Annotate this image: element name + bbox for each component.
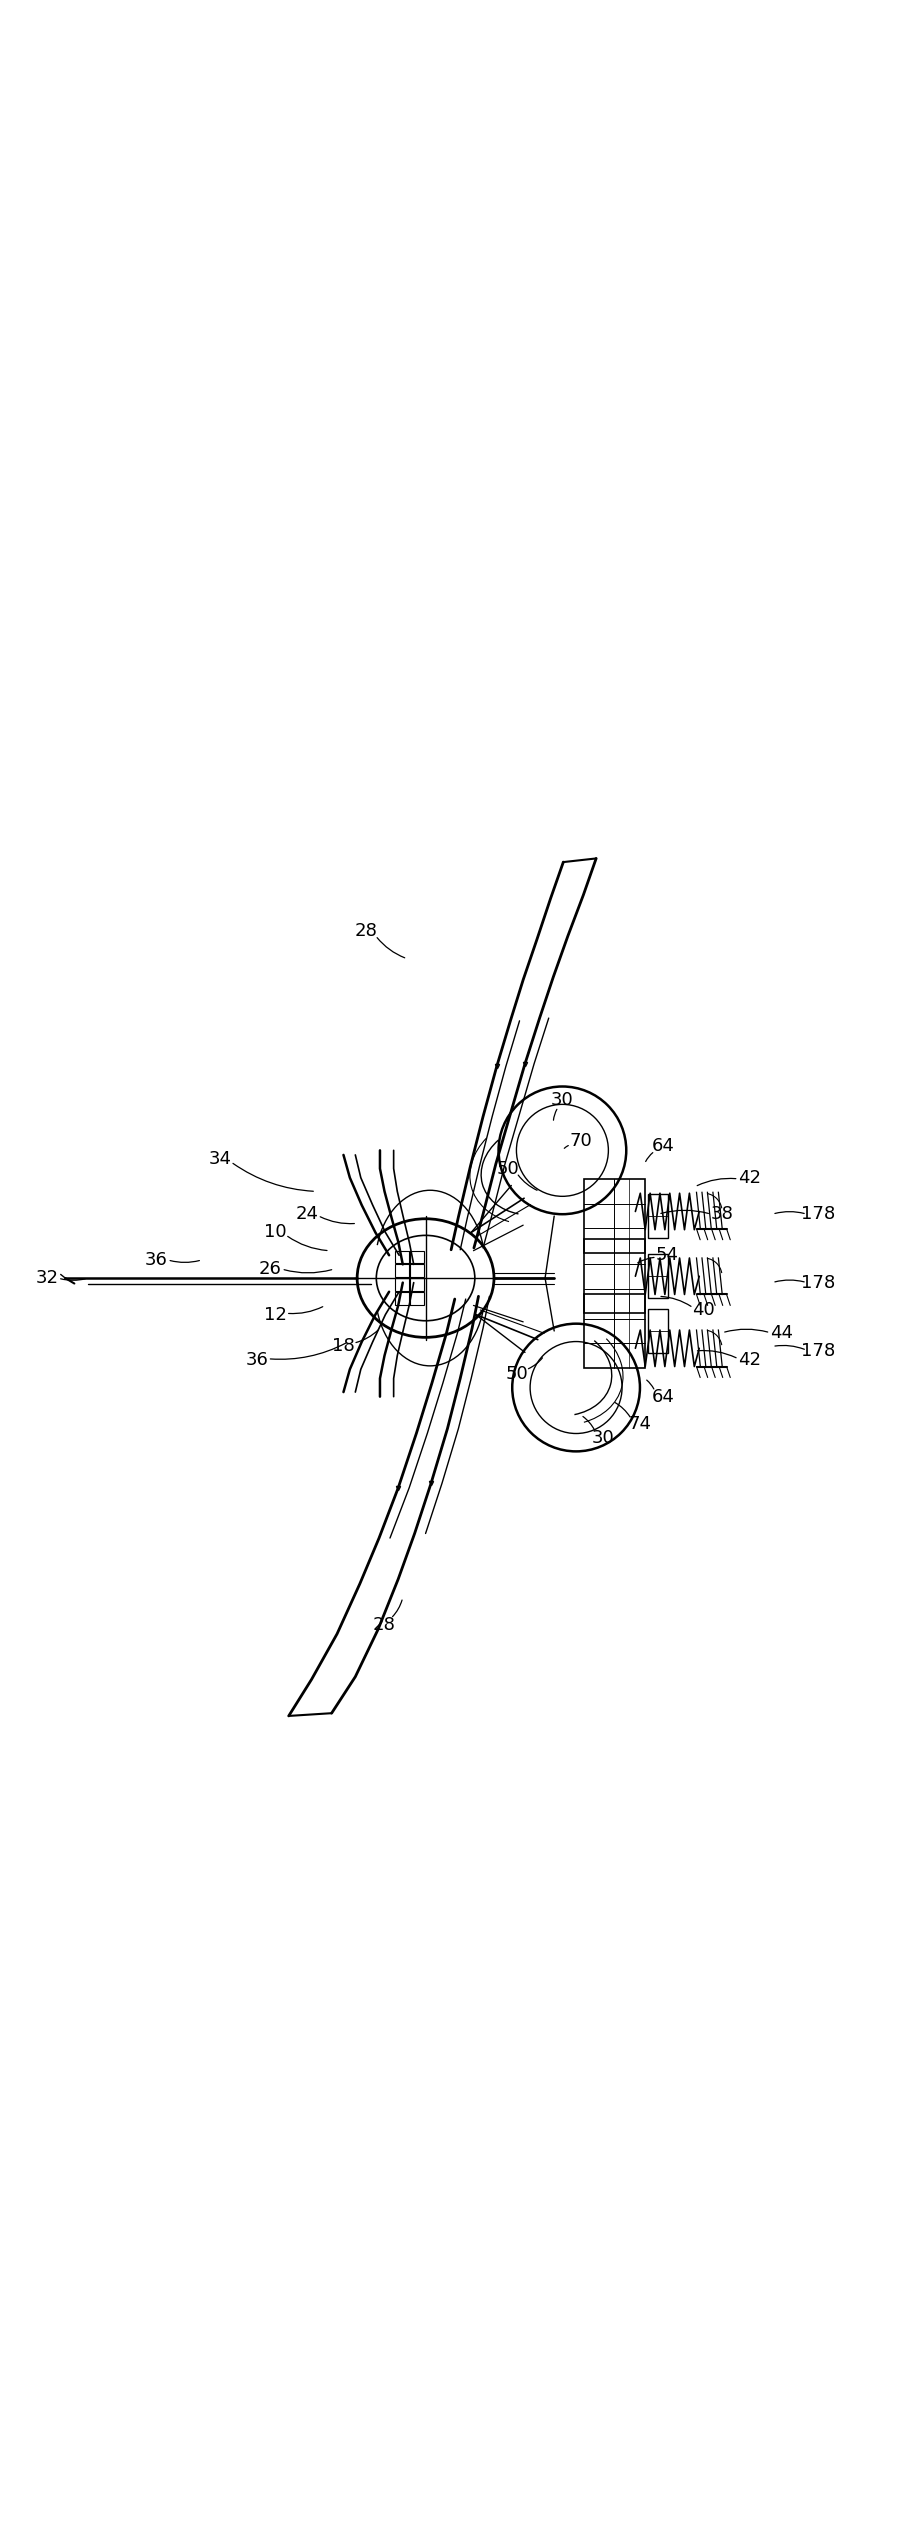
Bar — [395, 1263, 410, 1276]
Text: 26: 26 — [259, 1261, 282, 1279]
Text: 28: 28 — [373, 1615, 396, 1633]
Bar — [585, 1240, 644, 1314]
Bar — [395, 1291, 410, 1304]
Text: 24: 24 — [296, 1205, 318, 1223]
Text: 178: 178 — [801, 1205, 835, 1223]
Text: 42: 42 — [737, 1350, 761, 1370]
Text: 54: 54 — [656, 1245, 679, 1263]
Text: 42: 42 — [737, 1169, 761, 1187]
Text: 12: 12 — [264, 1307, 286, 1324]
Bar — [409, 1251, 424, 1263]
Bar — [409, 1279, 424, 1291]
Text: 36: 36 — [245, 1350, 268, 1370]
Text: 32: 32 — [36, 1268, 59, 1286]
Bar — [409, 1263, 424, 1276]
Bar — [585, 1179, 644, 1253]
Bar — [409, 1291, 424, 1304]
Text: 50: 50 — [496, 1159, 519, 1177]
Text: 64: 64 — [651, 1136, 674, 1154]
Text: 18: 18 — [332, 1337, 355, 1355]
Text: 50: 50 — [505, 1365, 528, 1383]
Text: 74: 74 — [629, 1416, 651, 1434]
Text: 178: 178 — [801, 1274, 835, 1291]
Text: 30: 30 — [592, 1429, 615, 1447]
Text: 34: 34 — [209, 1151, 231, 1169]
Bar — [395, 1279, 410, 1291]
Text: 10: 10 — [264, 1223, 286, 1240]
Text: 28: 28 — [355, 922, 378, 940]
Text: 178: 178 — [801, 1342, 835, 1360]
Text: 44: 44 — [770, 1324, 792, 1342]
Text: 30: 30 — [551, 1090, 574, 1108]
Bar — [648, 1309, 668, 1352]
Text: 40: 40 — [693, 1302, 716, 1319]
Text: 70: 70 — [569, 1133, 592, 1151]
Text: 38: 38 — [711, 1205, 734, 1223]
Text: 64: 64 — [651, 1388, 674, 1406]
Text: 36: 36 — [145, 1251, 168, 1268]
Bar — [585, 1294, 644, 1368]
Bar — [648, 1195, 668, 1238]
Bar — [395, 1251, 410, 1263]
Bar — [648, 1253, 668, 1299]
